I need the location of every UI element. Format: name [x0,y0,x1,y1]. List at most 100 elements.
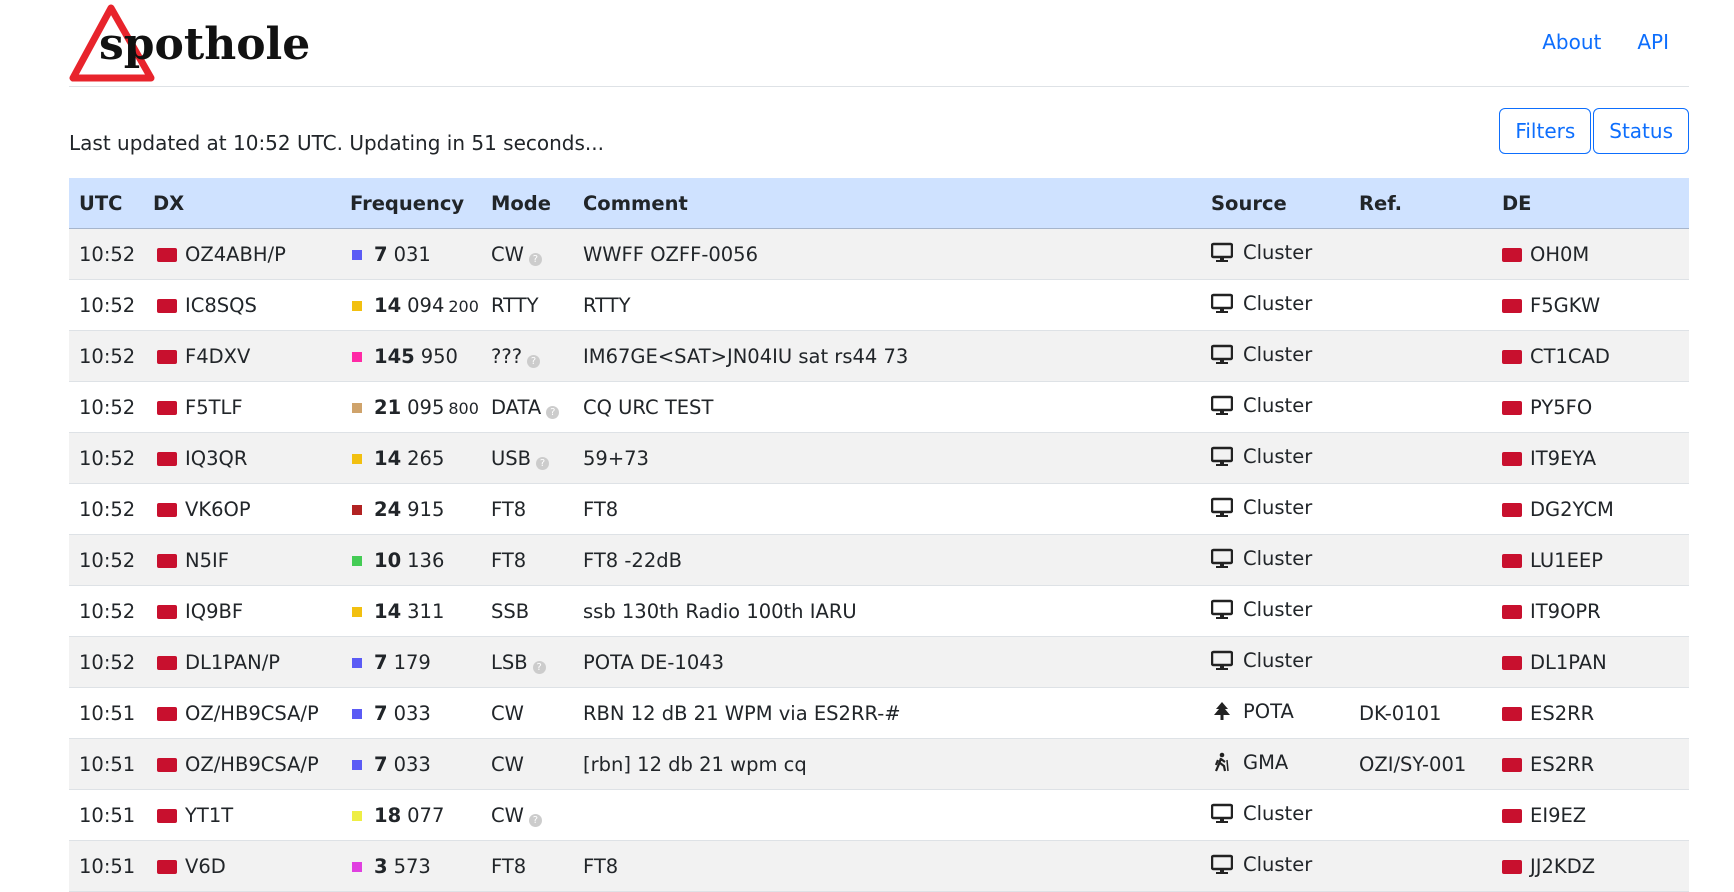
band-color [352,606,362,617]
freq-mhz: 7 [374,701,388,725]
comment-text: 59+73 [583,446,649,470]
utc: 10:52 [69,636,143,688]
flag [157,604,177,619]
flag [1502,349,1522,364]
de-call: DG2YCM [1530,497,1614,521]
flag [1502,604,1522,619]
nav-link[interactable]: About [1542,30,1602,54]
filters-button[interactable]: Filters [1499,108,1592,154]
dx-call: IQ9BF [185,599,244,623]
comment-text: WWFF OZFF-0056 [583,242,758,266]
comment: POTA DE-1043 [573,636,1201,688]
source: GMA [1201,738,1349,790]
comment-text: ssb 130th Radio 100th IARU [583,599,857,623]
logo: spothole [69,4,310,82]
dx-call: OZ/HB9CSA/P [185,752,319,776]
dx-call: DL1PAN/P [185,650,281,674]
utc: 10:51 [69,738,143,790]
source-icon [1210,548,1235,573]
source-text: GMA [1243,751,1289,774]
mode: FT8 [481,534,573,586]
column-header: Mode [481,178,573,229]
mode-text: CW [491,752,524,776]
band-color [352,657,362,668]
spot-row: 10:52 OZ4ABH/P 7 031 CW? WWFF OZFF-0056 Cluste… [69,228,1689,280]
utc: 10:52 [69,279,143,331]
source: Cluster [1201,534,1349,586]
comment-text: RTTY [583,293,631,317]
dx-call: YT1T [185,803,234,827]
source: Cluster [1201,432,1349,484]
dx-call: VK6OP [185,497,251,521]
freq-khz: 077 [407,803,445,827]
mode-text: LSB [491,650,528,674]
de: ES2RR [1492,687,1689,739]
freq-khz: 136 [407,548,445,572]
comment-text: FT8 -22dB [583,548,682,572]
mode-help: ? [528,813,542,827]
freq-khz: 094 [407,293,445,317]
comment [573,789,1201,841]
comment: WWFF OZFF-0056 [573,228,1201,280]
spot-row: 10:52 IC8SQS 14 094 200 RTTY RTTY Cluster F5GKW [69,279,1689,331]
de-call: PY5FO [1530,395,1593,419]
comment-text: RBN 12 dB 21 WPM via ES2RR-# [583,701,901,725]
freq-mhz: 10 [374,548,402,572]
dx: F5TLF [143,381,340,433]
mode-text: RTTY [491,293,539,317]
source-icon [1210,854,1235,879]
mode-help: ? [536,456,550,470]
freq-khz: 095 [407,395,445,419]
spot-row: 10:52 VK6OP 24 915 FT8 FT8 Cluster DG2YCM [69,483,1689,535]
de-call: LU1EEP [1530,548,1603,572]
dx-call: IC8SQS [185,293,257,317]
freq-khz: 033 [393,752,431,776]
dx-call: OZ/HB9CSA/P [185,701,319,725]
comment: RBN 12 dB 21 WPM via ES2RR-# [573,687,1201,739]
de: LU1EEP [1492,534,1689,586]
ref [1349,330,1492,382]
mode-text: DATA [491,395,542,419]
source-text: Cluster [1243,394,1313,417]
flag [157,706,177,721]
freq-sub: 200 [448,296,479,316]
mode: DATA? [481,381,573,433]
de-call: ES2RR [1530,701,1595,725]
ref: DK-0101 [1349,687,1492,739]
de: F5GKW [1492,279,1689,331]
source-icon [1210,599,1235,624]
source: Cluster [1201,483,1349,535]
ref [1349,534,1492,586]
mode-text: FT8 [491,548,527,572]
comment-text: IM67GE<SAT>JN04IU sat rs44 73 [583,344,909,368]
ref [1349,585,1492,637]
dx: V6D [143,840,340,892]
source: Cluster [1201,279,1349,331]
de: IT9EYA [1492,432,1689,484]
frequency: 7 179 [340,636,481,688]
comment-text: CQ URC TEST [583,395,714,419]
frequency: 14 094 200 [340,279,481,331]
freq-khz: 573 [393,854,431,878]
dx: F4DXV [143,330,340,382]
comment-text: POTA DE-1043 [583,650,725,674]
ref [1349,432,1492,484]
spot-row: 10:52 DL1PAN/P 7 179 LSB? POTA DE-1043 Cluster… [69,636,1689,688]
dx: IQ3QR [143,432,340,484]
mode-text: USB [491,446,532,470]
de-call: F5GKW [1530,293,1601,317]
source: Cluster [1201,381,1349,433]
buttons: Filters Status [1497,108,1689,154]
status-button[interactable]: Status [1593,108,1689,154]
flag [157,553,177,568]
column-header: Ref. [1349,178,1492,229]
comment: 59+73 [573,432,1201,484]
flag [1502,451,1522,466]
ref [1349,789,1492,841]
utc: 10:52 [69,330,143,382]
nav-link[interactable]: API [1637,30,1669,54]
frequency: 18 077 [340,789,481,841]
de-call: JJ2KDZ [1530,854,1596,878]
source-text: Cluster [1243,802,1313,825]
source-text: Cluster [1243,445,1313,468]
